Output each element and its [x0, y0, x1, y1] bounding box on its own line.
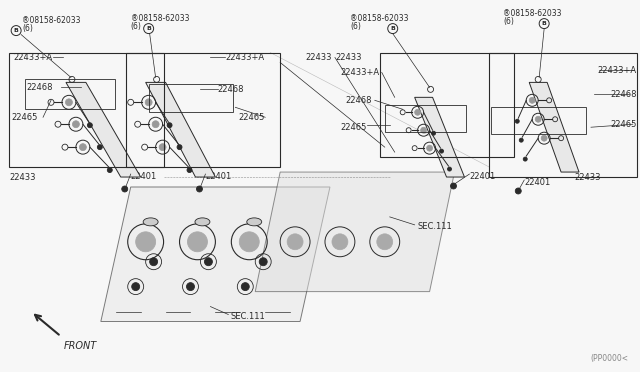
Text: 22468: 22468	[345, 96, 371, 105]
Text: (6): (6)	[503, 17, 514, 26]
Polygon shape	[146, 82, 216, 177]
Circle shape	[447, 167, 451, 171]
Circle shape	[241, 283, 249, 291]
Circle shape	[136, 232, 156, 252]
Circle shape	[150, 258, 157, 266]
Circle shape	[177, 145, 182, 150]
Circle shape	[108, 167, 112, 173]
Text: 22465: 22465	[239, 113, 265, 122]
Circle shape	[196, 186, 202, 192]
Text: (6): (6)	[22, 23, 33, 33]
Text: ®08158-62033: ®08158-62033	[131, 14, 189, 23]
Circle shape	[259, 258, 267, 266]
Polygon shape	[101, 187, 330, 321]
Text: ®08158-62033: ®08158-62033	[503, 9, 562, 17]
Text: SEC.111: SEC.111	[418, 222, 452, 231]
Text: 22465: 22465	[340, 123, 366, 132]
Circle shape	[332, 234, 348, 250]
Circle shape	[420, 127, 427, 133]
Ellipse shape	[143, 218, 158, 226]
Circle shape	[122, 186, 128, 192]
Circle shape	[524, 157, 527, 161]
Text: 22433: 22433	[574, 173, 600, 182]
Text: 22401: 22401	[205, 171, 232, 180]
Circle shape	[515, 119, 519, 123]
Text: B: B	[390, 26, 395, 31]
Circle shape	[188, 232, 207, 252]
Text: B: B	[146, 26, 151, 31]
Ellipse shape	[247, 218, 262, 226]
Circle shape	[515, 188, 521, 194]
Text: 22468: 22468	[611, 90, 637, 99]
Polygon shape	[529, 82, 579, 172]
Circle shape	[167, 123, 172, 128]
Text: B: B	[541, 21, 547, 26]
Text: (PP0000<: (PP0000<	[591, 355, 629, 363]
Circle shape	[519, 138, 524, 142]
Circle shape	[65, 99, 72, 106]
Text: SEC.111: SEC.111	[230, 312, 265, 321]
Circle shape	[451, 183, 456, 189]
Circle shape	[239, 232, 259, 252]
Text: 22433+A: 22433+A	[13, 53, 52, 62]
Circle shape	[440, 149, 444, 153]
Circle shape	[287, 234, 303, 250]
Circle shape	[415, 109, 420, 115]
Text: 22433+A: 22433+A	[340, 68, 379, 77]
Polygon shape	[415, 97, 465, 177]
Ellipse shape	[195, 218, 210, 226]
Circle shape	[132, 283, 140, 291]
Text: 22433+A: 22433+A	[225, 53, 264, 62]
Text: B: B	[13, 28, 19, 33]
Text: 22433: 22433	[9, 173, 36, 182]
Text: 22465: 22465	[611, 120, 637, 129]
Circle shape	[159, 144, 166, 151]
Text: 22468: 22468	[218, 85, 244, 94]
Text: 22401: 22401	[524, 177, 550, 186]
Polygon shape	[66, 82, 141, 177]
Circle shape	[377, 234, 393, 250]
Text: FRONT: FRONT	[64, 341, 97, 352]
Circle shape	[97, 145, 102, 150]
Circle shape	[145, 99, 152, 106]
Text: 22433+A: 22433+A	[598, 66, 637, 75]
Circle shape	[187, 167, 192, 173]
Circle shape	[152, 121, 159, 128]
Circle shape	[535, 116, 541, 122]
Polygon shape	[255, 172, 454, 292]
Text: ®08158-62033: ®08158-62033	[350, 14, 408, 23]
Circle shape	[431, 131, 436, 135]
Circle shape	[529, 97, 535, 103]
Text: 22468: 22468	[26, 83, 52, 92]
Circle shape	[427, 145, 433, 151]
Circle shape	[79, 144, 86, 151]
Circle shape	[72, 121, 79, 128]
Circle shape	[541, 135, 547, 141]
Text: (6): (6)	[131, 22, 141, 31]
Circle shape	[186, 283, 195, 291]
Text: ®08158-62033: ®08158-62033	[22, 16, 81, 25]
Text: 22433: 22433	[335, 53, 362, 62]
Circle shape	[88, 123, 92, 128]
Text: 22401: 22401	[469, 171, 496, 180]
Text: 22401: 22401	[131, 171, 157, 180]
Text: 22433: 22433	[305, 53, 332, 62]
Text: (6): (6)	[350, 22, 361, 31]
Circle shape	[204, 258, 212, 266]
Text: 22465: 22465	[11, 113, 38, 122]
